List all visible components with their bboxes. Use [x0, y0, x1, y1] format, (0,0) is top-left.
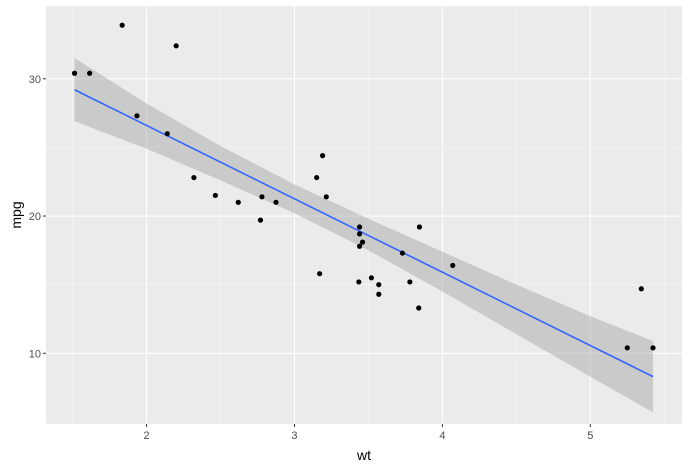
fit-line	[74, 89, 654, 378]
x-tick-label: 3	[291, 430, 297, 442]
data-point	[134, 113, 140, 119]
data-point	[407, 279, 413, 285]
data-point	[323, 194, 329, 200]
data-point	[416, 305, 422, 311]
y-axis-ticks: 10 20 30	[29, 74, 46, 360]
data-point	[399, 250, 406, 256]
data-point	[356, 224, 363, 230]
data-point	[119, 22, 125, 28]
x-tick-label: 5	[587, 430, 593, 442]
data-point	[87, 70, 93, 76]
x-axis-ticks: 2 3 4 5	[144, 424, 593, 442]
data-point	[257, 217, 264, 223]
data-point	[624, 345, 630, 351]
data-point	[314, 174, 320, 181]
data-point	[356, 231, 363, 237]
confidence-band	[74, 58, 654, 413]
y-tick-label: 30	[29, 74, 41, 86]
data-point	[359, 239, 366, 245]
data-point	[356, 279, 362, 285]
x-axis-title: wt	[356, 447, 371, 463]
confidence-band-layer	[74, 58, 654, 413]
data-point	[368, 275, 374, 281]
data-point	[235, 199, 241, 205]
y-axis-title: mpg	[8, 201, 24, 228]
fit-line-layer	[74, 89, 654, 378]
x-tick-label: 2	[144, 430, 150, 442]
data-point	[319, 153, 326, 159]
data-point	[191, 174, 197, 181]
data-point	[259, 194, 265, 200]
minor-gridlines	[46, 6, 682, 424]
data-point	[71, 70, 78, 76]
plot-panel	[46, 6, 682, 424]
data-point	[650, 345, 656, 351]
y-tick-label: 10	[29, 348, 41, 360]
data-point	[416, 224, 423, 230]
data-point	[376, 282, 382, 288]
data-point	[317, 271, 323, 277]
data-point	[212, 192, 218, 199]
data-point	[376, 291, 382, 297]
data-points	[71, 22, 656, 351]
major-gridlines	[46, 6, 682, 424]
x-tick-label: 4	[439, 430, 445, 442]
y-tick-label: 20	[29, 211, 41, 223]
data-point	[173, 43, 179, 49]
data-point	[164, 131, 170, 137]
data-point	[638, 286, 644, 292]
data-point	[273, 199, 279, 205]
data-point	[450, 262, 456, 269]
data-point	[356, 243, 363, 249]
